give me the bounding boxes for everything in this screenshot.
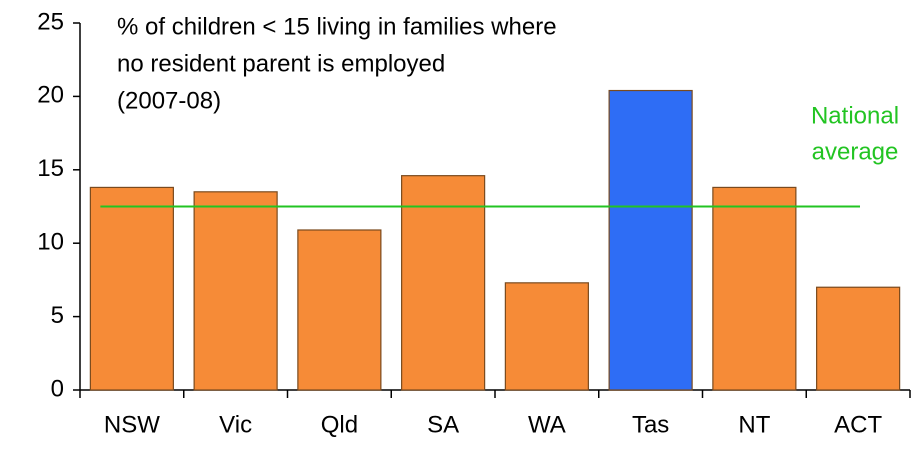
bar [297, 229, 382, 391]
x-tick-label: WA [528, 411, 566, 438]
bar [712, 186, 797, 391]
bar [401, 175, 486, 391]
reference-label: National [811, 102, 899, 129]
bar [608, 89, 693, 391]
bar [193, 191, 278, 391]
y-tick-label: 25 [37, 8, 64, 35]
y-tick-label: 5 [51, 302, 64, 329]
chart-title: (2007-08) [117, 87, 221, 114]
x-tick-label: Qld [321, 411, 358, 438]
x-tick-label: ACT [834, 411, 882, 438]
bar [816, 286, 901, 391]
chart-title: no resident parent is employed [117, 50, 445, 77]
y-tick-label: 15 [37, 155, 64, 182]
bar [89, 186, 174, 391]
bar [504, 282, 589, 391]
x-tick-label: Vic [219, 411, 252, 438]
y-tick-label: 0 [51, 375, 64, 402]
x-tick-label: SA [427, 411, 459, 438]
y-tick-label: 20 [37, 82, 64, 109]
chart-title: % of children < 15 living in families wh… [117, 13, 557, 40]
reference-label: average [812, 138, 899, 165]
x-tick-label: NSW [104, 411, 160, 438]
y-tick-label: 10 [37, 229, 64, 256]
x-tick-label: Tas [632, 411, 669, 438]
x-tick-label: NT [738, 411, 770, 438]
